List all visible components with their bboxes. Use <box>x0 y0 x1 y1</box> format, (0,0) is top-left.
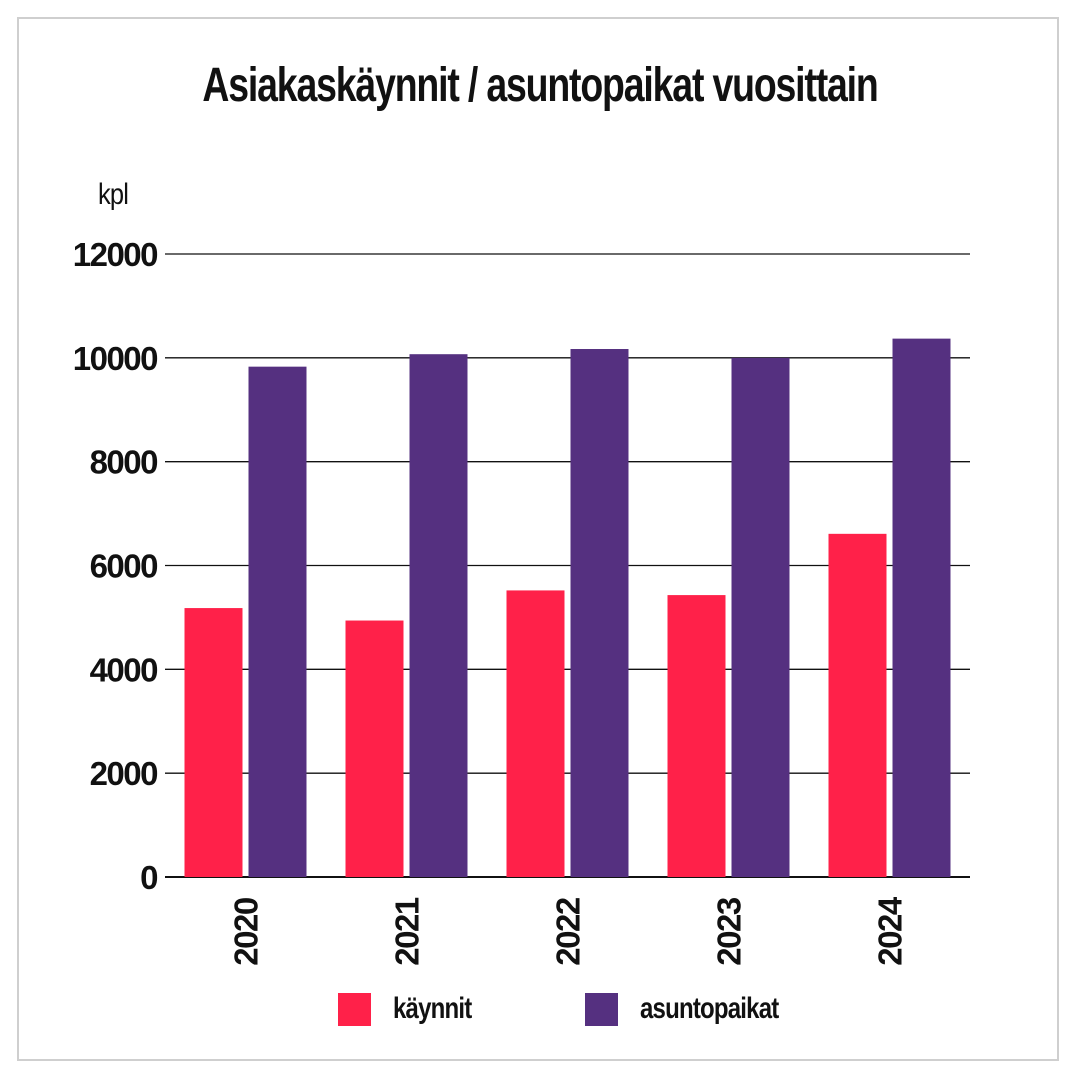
legend-item-kaynnit: käynnit <box>338 992 491 1026</box>
legend-swatch-kaynnit <box>338 992 371 1026</box>
y-tick-label: 0 <box>140 859 157 896</box>
legend-item-asuntopaikat: asuntopaikat <box>585 992 813 1026</box>
x-tick-label-2022: 2022 <box>550 897 587 966</box>
legend-label-asuntopaikat: asuntopaikat <box>640 992 779 1025</box>
x-tick-label-2023: 2023 <box>711 897 748 966</box>
bar-asuntopaikat-2020 <box>248 366 307 877</box>
y-axis-unit-label: kpl <box>98 178 129 211</box>
legend: käynnit asuntopaikat <box>0 992 1080 1032</box>
bar-asuntopaikat-2022 <box>570 349 629 877</box>
y-tick-label: 4000 <box>90 651 158 688</box>
x-tick-label-2024: 2024 <box>872 896 909 966</box>
y-tick-label: 2000 <box>90 755 158 792</box>
y-tick-label: 12000 <box>73 236 157 273</box>
y-tick-label: 6000 <box>90 548 158 585</box>
bar-kaynnit-2021 <box>345 620 404 877</box>
bar-kaynnit-2022 <box>506 590 565 877</box>
y-tick-label: 10000 <box>73 340 157 377</box>
y-tick-labels: 0 2000 4000 6000 8000 10000 12000 <box>73 236 159 896</box>
bar-asuntopaikat-2021 <box>409 354 468 877</box>
x-tick-labels: 2020 2021 2022 2023 2024 <box>228 896 909 966</box>
bar-kaynnit-2020 <box>184 608 243 877</box>
legend-label-kaynnit: käynnit <box>393 992 472 1025</box>
y-tick-label: 8000 <box>90 444 158 481</box>
bar-kaynnit-2023 <box>667 595 726 877</box>
bar-asuntopaikat-2024 <box>892 338 951 878</box>
chart-title: Asiakaskäynnit / asuntopaikat vuosittain <box>202 59 878 112</box>
x-tick-label-2020: 2020 <box>228 898 265 966</box>
legend-swatch-asuntopaikat <box>585 992 618 1026</box>
bar-kaynnit-2024 <box>828 533 887 877</box>
x-tick-label-2021: 2021 <box>389 897 426 966</box>
bars <box>184 338 951 878</box>
bar-asuntopaikat-2023 <box>731 357 790 877</box>
